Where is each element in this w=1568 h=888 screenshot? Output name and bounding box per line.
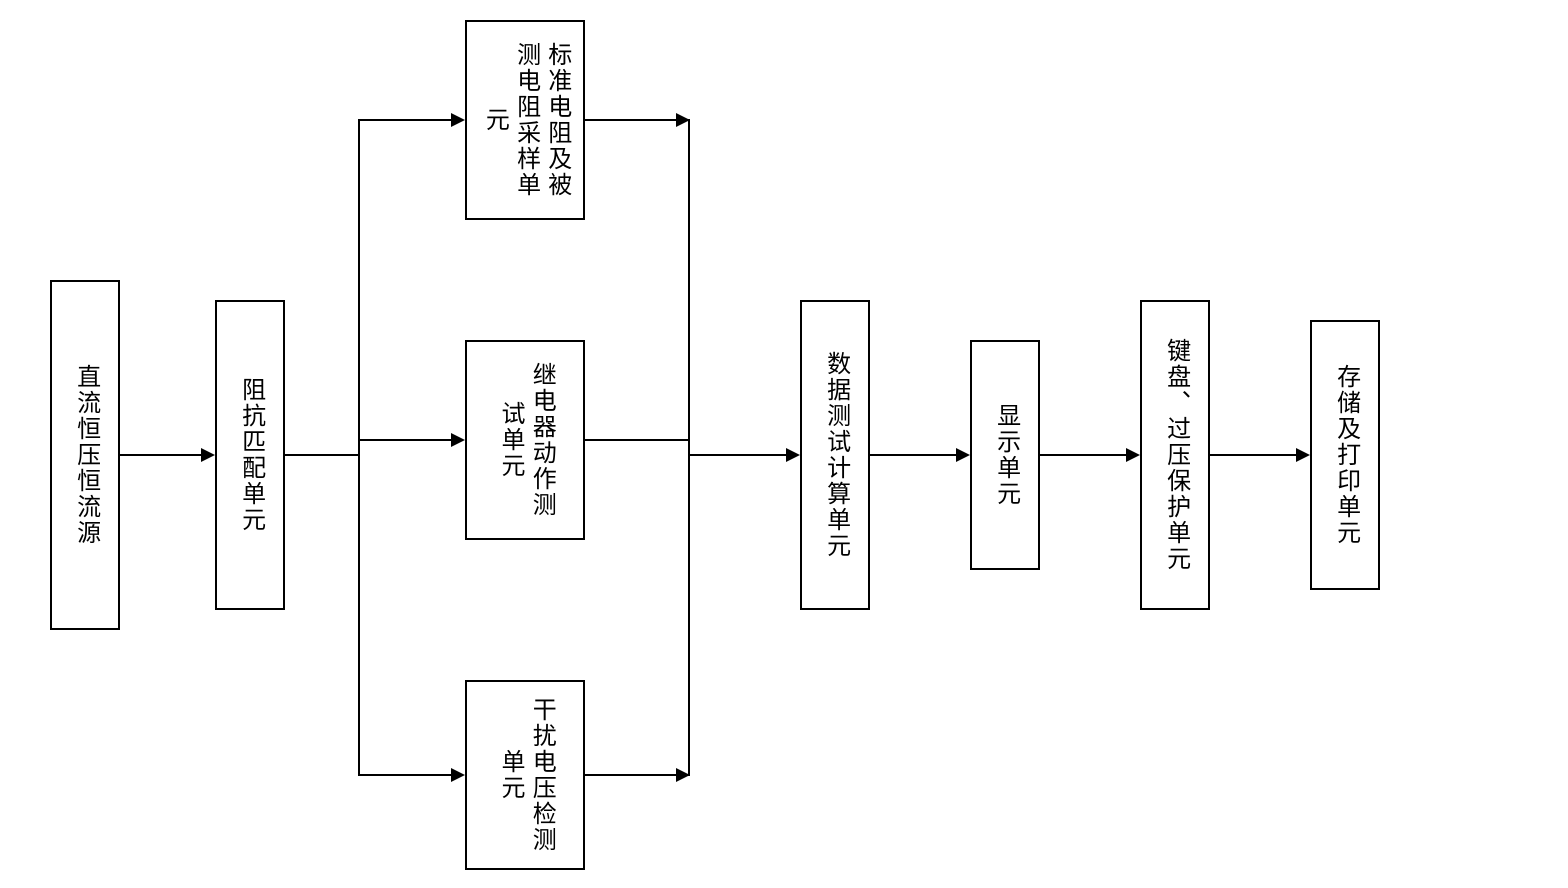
edge-line [358,439,451,441]
node-dc-source: 直流恒压恒流源 [50,280,120,630]
node-label: 干扰电压检测单元 [494,690,556,860]
edge-line [585,439,690,441]
node-label: 数据测试计算单元 [819,351,850,559]
node-data-calc: 数据测试计算单元 [800,300,870,610]
edge-line [688,454,786,456]
edge-line [585,774,690,776]
node-resistor-sample: 标准电阻及被测电阻采样单元 [465,20,585,220]
edge-arrow [1296,448,1310,462]
edge-arrow [676,768,690,782]
node-keyboard-protect: 键盘、过压保护单元 [1140,300,1210,610]
edge-line [285,454,360,456]
node-impedance-match: 阻抗匹配单元 [215,300,285,610]
node-label: 阻抗匹配单元 [234,377,265,533]
node-label: 键盘、过压保护单元 [1159,338,1190,572]
node-label: 继电器动作测试单元 [494,350,556,530]
edge-arrow [956,448,970,462]
edge-arrow [451,113,465,127]
edge-line [1040,454,1126,456]
node-label: 显示单元 [989,403,1020,507]
edge-line [688,119,690,776]
node-label: 存储及打印单元 [1329,364,1360,546]
node-label: 标准电阻及被测电阻采样单元 [478,30,572,210]
node-interference-detect: 干扰电压检测单元 [465,680,585,870]
node-storage-print: 存储及打印单元 [1310,320,1380,590]
edge-arrow [451,433,465,447]
node-display: 显示单元 [970,340,1040,570]
edge-line [1210,454,1296,456]
edge-line [358,119,360,775]
edge-arrow [1126,448,1140,462]
edge-arrow [786,448,800,462]
edge-arrow [451,768,465,782]
edge-line [870,454,956,456]
node-label: 直流恒压恒流源 [69,364,100,546]
edge-line [358,774,451,776]
edge-line [358,119,451,121]
edge-arrow [201,448,215,462]
edge-line [120,454,201,456]
edge-line [585,119,690,121]
edge-arrow [676,113,690,127]
node-relay-test: 继电器动作测试单元 [465,340,585,540]
